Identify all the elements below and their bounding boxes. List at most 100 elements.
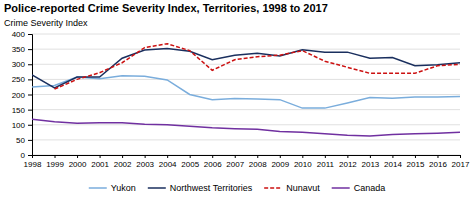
x-tick-label: 1999 [46,160,64,169]
grid-line [32,34,460,35]
y-tick-label: 200 [12,91,26,100]
grid-line [32,124,460,125]
series-line [55,44,460,89]
legend-item: Canada [332,183,386,193]
x-tick-mark [370,155,371,158]
y-tick: 200 [12,91,32,100]
x-tick-label: 2015 [407,160,425,169]
x-tick: 1999 [46,155,64,169]
x-tick: 2014 [384,155,402,169]
y-tick-label: 400 [12,30,26,39]
x-tick: 1998 [24,155,42,169]
y-tick: 50 [16,136,32,145]
x-tick-label: 2006 [204,160,222,169]
grid-line [32,64,460,65]
x-tick-mark [167,155,168,158]
x-tick-mark [212,155,213,158]
x-tick: 2003 [136,155,154,169]
x-axis-line [33,156,461,159]
x-tick: 2005 [181,155,199,169]
x-tick-mark [415,155,416,158]
grid-line [32,109,460,110]
y-tick-label: 250 [12,75,26,84]
x-tick-label: 2003 [136,160,154,169]
title: Police-reported Crime Severity Index, Te… [4,2,328,14]
x-tick: 2011 [317,155,335,169]
x-tick-mark [55,155,56,158]
x-tick-label: 2007 [226,160,244,169]
y-tick: 300 [12,60,32,69]
x-axis: 1998 1999 2000 2001 2002 2003 2004 2005 2006 2007… [24,155,470,169]
legend-swatch [148,187,166,189]
x-tick: 2017 [452,155,470,169]
x-tick: 2008 [249,155,267,169]
grid-line [32,139,460,140]
x-tick-label: 2002 [114,160,132,169]
x-tick: 2010 [294,155,312,169]
x-tick-label: 1998 [24,160,42,169]
y-tick-label: 150 [12,106,26,115]
x-tick-label: 2000 [69,160,87,169]
x-tick: 2007 [226,155,244,169]
y-tick-label: 300 [12,60,26,69]
x-tick-mark [437,155,438,158]
chart: Police-reported Crime Severity Index, Te… [0,0,474,197]
x-tick-label: 2011 [317,160,335,169]
y-tick-mark [28,125,32,126]
x-tick: 2009 [271,155,289,169]
y-tick-mark [28,95,32,96]
y-tick: 400 [12,30,32,39]
x-tick-mark [235,155,236,158]
legend-swatch [89,187,107,189]
y-tick-mark [28,79,32,80]
y-tick: 250 [12,75,32,84]
x-tick-mark [257,155,258,158]
x-tick-mark [325,155,326,158]
legend-label: Canada [354,183,386,193]
x-tick-label: 2016 [429,160,447,169]
x-tick-label: 2013 [361,160,379,169]
y-tick: 150 [12,106,32,115]
x-tick-label: 2005 [181,160,199,169]
y-tick-mark [28,110,32,111]
x-tick-mark [392,155,393,158]
x-tick-label: 2012 [339,160,357,169]
x-tick-mark [280,155,281,158]
x-tick-mark [122,155,123,158]
series-line [32,49,460,88]
legend: YukonNorthwest TerritoriesNunavutCanada [89,183,385,193]
y-tick: 350 [12,45,32,54]
grid-line [32,94,460,95]
y-axis-line [28,35,33,156]
x-tick: 2004 [159,155,177,169]
grid [32,34,460,155]
y-label: Crime Severity Index [4,18,88,28]
grid-line [32,49,460,50]
series-line [32,76,460,108]
legend-swatch [264,187,282,189]
y-tick-label: 100 [12,121,26,130]
x-tick-mark [347,155,348,158]
x-tick: 2012 [339,155,357,169]
x-tick-label: 2017 [452,160,470,169]
y-tick-mark [28,49,32,50]
x-tick: 2015 [407,155,425,169]
y-tick-mark [28,140,32,141]
plot-area [32,44,460,136]
x-tick-mark [190,155,191,158]
legend-swatch [332,187,350,189]
legend-label: Yukon [111,183,136,193]
y-tick: 100 [12,121,32,130]
y-tick-mark [28,34,32,35]
x-tick-mark [302,155,303,158]
x-tick-label: 2004 [159,160,177,169]
x-tick-label: 2001 [91,160,109,169]
x-tick: 2002 [114,155,132,169]
series-line [32,119,460,136]
x-tick-mark [100,155,101,158]
x-tick-label: 2014 [384,160,402,169]
y-tick-label: 350 [12,45,26,54]
legend-item: Northwest Territories [148,183,253,193]
x-tick-mark [32,155,33,158]
y-tick-mark [28,155,32,156]
